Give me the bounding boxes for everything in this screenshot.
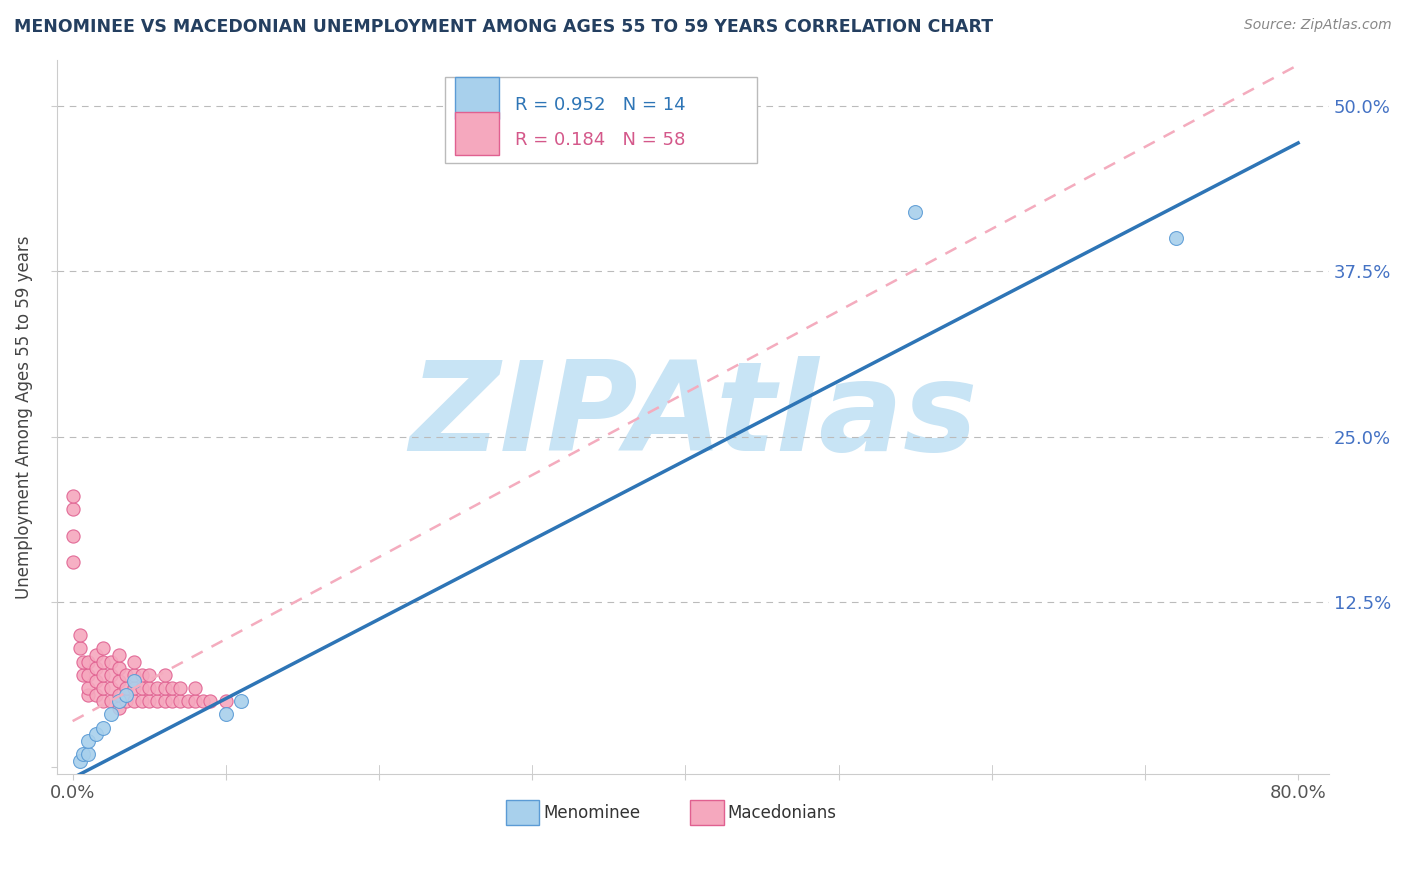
Point: [107, 688, 129, 702]
Point: [146, 694, 169, 708]
Point: [84, 727, 107, 741]
Point: [77, 747, 100, 761]
FancyBboxPatch shape: [690, 800, 724, 825]
Point: [200, 694, 222, 708]
Text: Menominee: Menominee: [543, 804, 640, 822]
Point: [146, 681, 169, 695]
Point: [91, 681, 114, 695]
Point: [131, 681, 153, 695]
Point: [69, 754, 91, 768]
Point: [62, 529, 84, 543]
Point: [115, 681, 138, 695]
Point: [84, 648, 107, 662]
Point: [72, 668, 94, 682]
Point: [77, 734, 100, 748]
Point: [138, 681, 160, 695]
Text: Macedonians: Macedonians: [727, 804, 837, 822]
Point: [1164, 231, 1187, 245]
Point: [77, 668, 100, 682]
Point: [138, 694, 160, 708]
Text: R = 0.184   N = 58: R = 0.184 N = 58: [515, 131, 685, 149]
Point: [215, 707, 238, 722]
Point: [184, 694, 207, 708]
Point: [100, 707, 122, 722]
Point: [138, 668, 160, 682]
Point: [115, 688, 138, 702]
Point: [160, 681, 183, 695]
Point: [191, 694, 214, 708]
Point: [84, 688, 107, 702]
Point: [100, 694, 122, 708]
Point: [153, 681, 176, 695]
Point: [77, 655, 100, 669]
Text: ZIPAtlas: ZIPAtlas: [409, 356, 977, 477]
Point: [100, 668, 122, 682]
Point: [107, 701, 129, 715]
Point: [62, 502, 84, 516]
Point: [160, 694, 183, 708]
Point: [91, 655, 114, 669]
FancyBboxPatch shape: [446, 78, 756, 163]
Point: [122, 655, 145, 669]
Point: [91, 668, 114, 682]
Point: [62, 489, 84, 503]
Point: [107, 648, 129, 662]
Point: [77, 681, 100, 695]
Point: [169, 681, 191, 695]
Point: [122, 694, 145, 708]
Text: Source: ZipAtlas.com: Source: ZipAtlas.com: [1244, 18, 1392, 32]
Point: [122, 668, 145, 682]
Point: [91, 694, 114, 708]
Point: [91, 641, 114, 656]
Point: [62, 555, 84, 569]
Point: [122, 681, 145, 695]
Point: [131, 694, 153, 708]
Point: [107, 661, 129, 675]
Point: [72, 747, 94, 761]
Point: [215, 694, 238, 708]
Point: [231, 694, 253, 708]
Point: [69, 641, 91, 656]
Point: [904, 204, 927, 219]
Point: [77, 688, 100, 702]
Point: [84, 661, 107, 675]
Point: [100, 681, 122, 695]
Text: R = 0.952   N = 14: R = 0.952 N = 14: [515, 95, 686, 113]
Point: [131, 668, 153, 682]
Point: [169, 694, 191, 708]
Point: [153, 668, 176, 682]
Point: [69, 628, 91, 642]
Y-axis label: Unemployment Among Ages 55 to 59 years: Unemployment Among Ages 55 to 59 years: [15, 235, 32, 599]
Point: [153, 694, 176, 708]
FancyBboxPatch shape: [506, 800, 538, 825]
Point: [72, 655, 94, 669]
Point: [122, 674, 145, 689]
Point: [107, 674, 129, 689]
Text: MENOMINEE VS MACEDONIAN UNEMPLOYMENT AMONG AGES 55 TO 59 YEARS CORRELATION CHART: MENOMINEE VS MACEDONIAN UNEMPLOYMENT AMO…: [14, 18, 993, 36]
Point: [176, 694, 198, 708]
Point: [115, 668, 138, 682]
Point: [84, 674, 107, 689]
Point: [100, 655, 122, 669]
Point: [91, 721, 114, 735]
Point: [115, 694, 138, 708]
Point: [107, 694, 129, 708]
FancyBboxPatch shape: [456, 77, 499, 119]
FancyBboxPatch shape: [456, 112, 499, 154]
Point: [184, 681, 207, 695]
